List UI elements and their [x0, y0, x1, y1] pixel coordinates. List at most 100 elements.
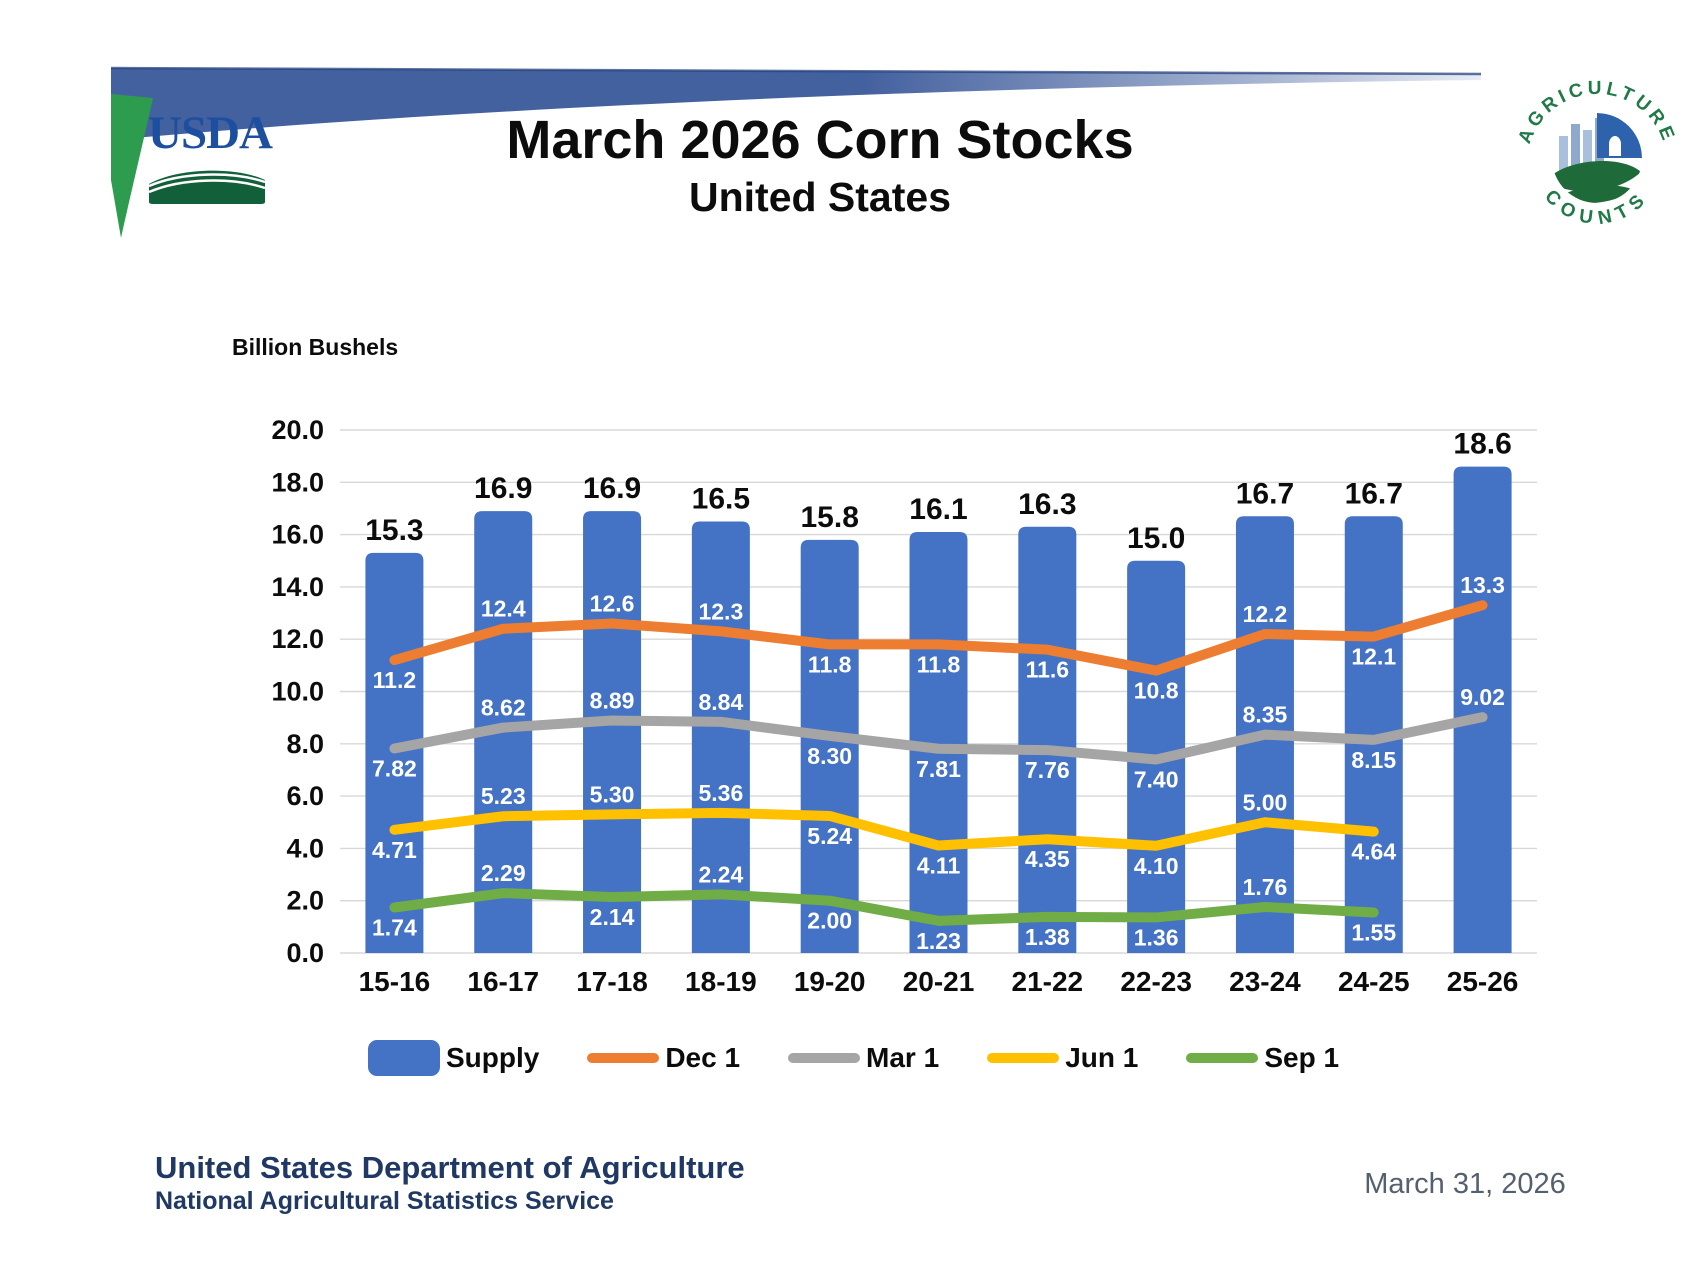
x-tick-label: 22-23	[1120, 966, 1192, 997]
y-tick-label: 6.0	[286, 781, 324, 811]
y-tick-label: 12.0	[271, 624, 324, 654]
title-block: March 2026 Corn Stocks United States	[170, 110, 1470, 221]
bar-value-label: 16.9	[474, 472, 532, 505]
line-value-label: 2.14	[590, 904, 635, 930]
line-value-label: 8.84	[698, 689, 743, 715]
legend-label-supply: Supply	[445, 1042, 540, 1073]
blue-swoosh	[111, 68, 1481, 140]
y-tick-label: 20.0	[271, 415, 324, 445]
bar-value-label: 16.1	[909, 493, 967, 526]
x-tick-label: 15-16	[359, 966, 431, 997]
line-value-label: 1.74	[372, 914, 417, 940]
usda-field-icon	[148, 170, 266, 204]
bar-value-label: 15.0	[1127, 522, 1185, 555]
y-tick-label: 0.0	[286, 938, 324, 968]
line-value-label: 5.24	[807, 823, 852, 849]
line-value-label: 4.71	[372, 837, 417, 863]
line-jun-1	[389, 807, 1379, 851]
y-tick-label: 18.0	[271, 467, 324, 497]
line-value-label: 11.8	[808, 651, 852, 677]
line-value-label: 11.2	[373, 667, 417, 693]
bar-value-label: 15.3	[365, 514, 423, 547]
footer-department: United States Department of Agriculture	[155, 1150, 745, 1185]
line-value-label: 8.89	[590, 688, 635, 714]
line-value-label: 7.82	[372, 756, 417, 782]
line-value-label: 4.11	[917, 853, 961, 879]
line-mar-1	[389, 712, 1488, 765]
line-value-label: 1.23	[916, 928, 961, 954]
x-tick-label: 20-21	[903, 966, 975, 997]
bar-value-label: 16.7	[1236, 477, 1294, 510]
line-value-label: 7.81	[916, 756, 961, 782]
page-title: March 2026 Corn Stocks	[506, 110, 1134, 170]
line-value-label: 12.1	[1351, 644, 1396, 670]
corn-stocks-chart: 0.0 2.0 4.0 6.0 8.0 10.0 12.0 14.0 16.0 18.0 20.0 1…	[271, 415, 1537, 997]
banner-top-edge	[110, 66, 1482, 76]
line-value-label: 10.8	[1134, 678, 1179, 704]
legend-label-jun1: Jun 1	[1065, 1042, 1139, 1073]
legend-item-jun1: Jun 1	[987, 1042, 1138, 1074]
line-value-label: 8.30	[807, 743, 852, 769]
legend-label-dec1: Dec 1	[665, 1042, 741, 1073]
line-value-label: 4.10	[1134, 853, 1179, 879]
agriculture-counts-logo: AGRICULTURE COUNTS	[1514, 80, 1675, 229]
line-value-label: 2.00	[807, 908, 852, 934]
footer-service: National Agricultural Statistics Service	[155, 1186, 614, 1215]
line-value-label: 8.35	[1243, 702, 1288, 728]
green-wedge	[111, 94, 153, 238]
legend-swatch-jun1	[987, 1053, 1060, 1063]
line-value-label: 4.35	[1025, 846, 1070, 872]
agriculture-counts-emblem	[1552, 113, 1642, 203]
line-value-label: 12.2	[1243, 601, 1288, 627]
x-tick-label: 19-20	[794, 966, 866, 997]
bar-21-22	[1018, 526, 1077, 953]
report-date: March 31, 2026	[1364, 1168, 1566, 1200]
footer-agency-block: United States Department of Agriculture …	[155, 1150, 745, 1216]
y-axis-title: Billion Bushels	[232, 334, 399, 360]
chart-legend: Supply Dec 1 Mar 1 Jun 1 Sep 1	[0, 1040, 1707, 1076]
x-tick-label: 23-24	[1229, 966, 1301, 997]
line-value-label: 1.76	[1243, 874, 1288, 900]
line-value-label: 2.29	[481, 860, 526, 886]
legend-item-mar1: Mar 1	[788, 1042, 939, 1074]
y-tick-label: 16.0	[271, 520, 324, 550]
x-tick-label: 17-18	[576, 966, 648, 997]
legend-swatch-mar1	[788, 1053, 861, 1063]
line-value-label: 8.15	[1351, 747, 1396, 773]
line-value-label: 2.24	[698, 861, 743, 887]
usda-wordmark: USDA	[148, 107, 273, 159]
y-tick-label: 14.0	[271, 572, 324, 602]
line-value-label: 12.4	[481, 596, 526, 622]
bar-value-label: 18.6	[1453, 428, 1511, 461]
line-value-label: 1.38	[1025, 924, 1070, 950]
y-tick-label: 2.0	[286, 886, 324, 916]
line-value-label: 5.36	[698, 780, 743, 806]
bar-25-26	[1453, 466, 1512, 953]
x-tick-label: 24-25	[1338, 966, 1410, 997]
x-tick-label: 25-26	[1447, 966, 1519, 997]
line-value-label: 13.3	[1460, 572, 1505, 598]
y-tick-label: 10.0	[271, 677, 324, 707]
bar-value-label: 16.9	[583, 472, 641, 505]
line-value-label: 1.36	[1134, 924, 1179, 950]
bar-18-19	[691, 521, 750, 953]
legend-swatch-supply	[367, 1040, 440, 1076]
line-value-label: 5.00	[1243, 789, 1288, 815]
line-value-label: 5.30	[590, 781, 635, 807]
legend-swatch-sep1	[1186, 1053, 1259, 1063]
bar-value-label: 16.7	[1345, 477, 1403, 510]
bar-value-label: 15.8	[800, 501, 858, 534]
line-value-label: 11.8	[917, 651, 961, 677]
line-value-label: 7.76	[1025, 757, 1070, 783]
line-value-label: 7.40	[1134, 766, 1179, 792]
line-value-label: 12.3	[698, 598, 743, 624]
line-value-label: 1.55	[1351, 919, 1396, 945]
x-tick-label: 21-22	[1012, 966, 1084, 997]
line-value-label: 12.6	[590, 591, 635, 617]
y-tick-label: 8.0	[286, 729, 324, 759]
legend-label-mar1: Mar 1	[866, 1042, 940, 1073]
line-value-label: 5.23	[481, 783, 526, 809]
bar-value-label: 16.5	[692, 483, 750, 516]
legend-item-dec1: Dec 1	[587, 1042, 740, 1074]
